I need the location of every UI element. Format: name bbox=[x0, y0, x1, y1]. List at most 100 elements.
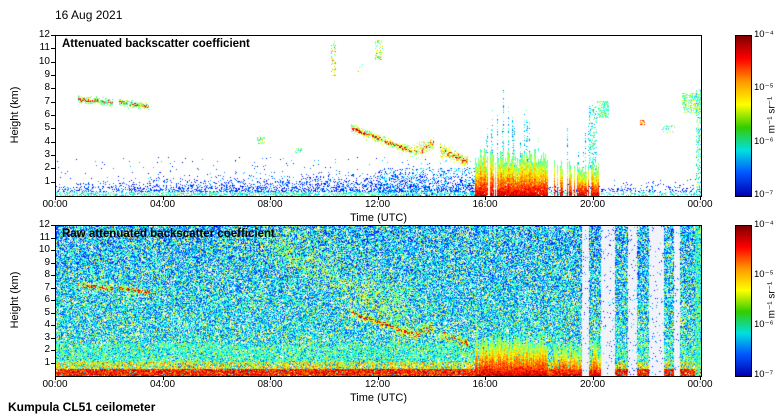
x-tick-mark bbox=[377, 196, 379, 200]
x-tick-mark bbox=[700, 196, 701, 200]
bottom-y-axis-label: Height (km) bbox=[9, 271, 21, 329]
y-tick-label: 4 bbox=[44, 319, 50, 330]
y-tick-label: 11 bbox=[39, 231, 50, 243]
x-tick-label: 00:00 bbox=[687, 379, 713, 390]
y-tick-mark bbox=[51, 181, 55, 183]
x-tick-mark bbox=[700, 376, 701, 380]
x-tick-mark bbox=[270, 196, 271, 200]
y-tick-label: 7 bbox=[44, 95, 50, 107]
x-tick-mark bbox=[485, 196, 486, 200]
colorbar-tick-label: 10⁻⁶ bbox=[754, 135, 774, 147]
y-tick-mark bbox=[51, 237, 55, 239]
x-tick-label: 20:00 bbox=[579, 199, 606, 210]
bottom-x-axis-label: Time (UTC) bbox=[349, 392, 408, 404]
y-tick-mark bbox=[51, 115, 55, 116]
y-tick-mark bbox=[51, 128, 55, 130]
y-tick-label: 12 bbox=[38, 29, 50, 40]
y-tick-label: 7 bbox=[44, 281, 50, 293]
y-tick-mark bbox=[51, 88, 55, 90]
y-tick-label: 12 bbox=[38, 219, 50, 230]
colorbar-tick-label: 10⁻⁴ bbox=[754, 29, 774, 40]
y-tick-mark bbox=[51, 225, 55, 226]
y-tick-mark bbox=[51, 35, 55, 36]
y-tick-label: 1 bbox=[44, 175, 50, 187]
y-tick-label: 6 bbox=[44, 109, 50, 120]
x-tick-label: 04:00 bbox=[149, 199, 176, 210]
colorbar-tick-label: 10⁻⁷ bbox=[754, 189, 774, 200]
y-tick-mark bbox=[51, 350, 55, 351]
top-y-axis-label: Height (km) bbox=[9, 86, 21, 144]
x-tick-label: 04:00 bbox=[149, 379, 176, 390]
bottom-panel-title: Raw attenuated backscatter coefficient bbox=[62, 228, 275, 240]
y-tick-label: 10 bbox=[38, 55, 50, 67]
x-tick-mark bbox=[162, 196, 164, 200]
colorbar-tick-label: 10⁻⁵ bbox=[754, 269, 774, 280]
x-tick-label: 08:00 bbox=[257, 379, 283, 390]
y-tick-mark bbox=[51, 75, 55, 76]
x-tick-mark bbox=[485, 376, 486, 380]
y-tick-label: 10 bbox=[38, 244, 50, 255]
y-tick-mark bbox=[51, 262, 55, 264]
x-tick-mark bbox=[162, 376, 164, 380]
x-tick-label: 16:00 bbox=[472, 379, 498, 390]
top-colorbar bbox=[735, 35, 752, 197]
y-tick-label: 6 bbox=[44, 294, 50, 305]
y-tick-label: 11 bbox=[39, 42, 50, 54]
y-tick-label: 4 bbox=[44, 135, 50, 147]
y-tick-mark bbox=[51, 275, 55, 276]
x-tick-mark bbox=[55, 196, 56, 200]
colorbar-tick-label: 10⁻⁴ bbox=[754, 219, 774, 230]
x-tick-mark bbox=[592, 376, 594, 380]
x-tick-mark bbox=[377, 376, 379, 380]
y-tick-label: 8 bbox=[44, 269, 50, 280]
y-tick-mark bbox=[51, 250, 55, 251]
top-panel-title: Attenuated backscatter coefficient bbox=[62, 38, 250, 50]
x-tick-label: 16:00 bbox=[472, 199, 498, 210]
y-tick-label: 9 bbox=[44, 69, 50, 80]
instrument-label: Kumpula CL51 ceilometer bbox=[8, 400, 156, 414]
bottom-heatmap-canvas bbox=[56, 226, 701, 376]
colorbar-tick-label: 10⁻⁶ bbox=[754, 319, 774, 330]
y-tick-label: 2 bbox=[44, 162, 50, 174]
bottom-panel: Raw attenuated backscatter coefficient bbox=[55, 225, 702, 377]
y-tick-mark bbox=[51, 141, 55, 143]
x-tick-label: 08:00 bbox=[257, 199, 283, 210]
date-label: 16 Aug 2021 bbox=[55, 8, 123, 22]
bottom-colorbar-unit-label: m⁻¹ sr⁻¹ bbox=[766, 281, 778, 319]
x-tick-mark bbox=[55, 376, 56, 380]
y-tick-mark bbox=[51, 337, 55, 339]
y-tick-label: 8 bbox=[44, 82, 50, 94]
y-tick-mark bbox=[51, 287, 55, 289]
y-tick-label: 1 bbox=[44, 356, 50, 368]
top-x-axis-label: Time (UTC) bbox=[349, 212, 408, 224]
y-tick-mark bbox=[51, 155, 55, 156]
x-tick-label: 00:00 bbox=[42, 199, 68, 210]
y-tick-label: 5 bbox=[44, 306, 50, 318]
x-tick-label: 12:00 bbox=[364, 379, 391, 390]
y-tick-mark bbox=[51, 325, 55, 326]
y-tick-mark bbox=[51, 362, 55, 364]
x-tick-mark bbox=[270, 376, 271, 380]
y-tick-mark bbox=[51, 61, 55, 63]
y-tick-mark bbox=[51, 300, 55, 301]
colorbar-tick-label: 10⁻⁷ bbox=[754, 369, 774, 380]
bottom-colorbar bbox=[735, 225, 752, 377]
y-tick-mark bbox=[51, 101, 55, 103]
y-tick-mark bbox=[51, 168, 55, 170]
y-tick-mark bbox=[51, 312, 55, 314]
y-tick-label: 3 bbox=[44, 149, 50, 160]
x-tick-label: 12:00 bbox=[364, 199, 391, 210]
y-tick-label: 2 bbox=[44, 344, 50, 355]
top-heatmap-canvas bbox=[56, 36, 701, 196]
top-panel: Attenuated backscatter coefficient bbox=[55, 35, 702, 197]
top-colorbar-unit-label: m⁻¹ sr⁻¹ bbox=[766, 96, 778, 134]
y-tick-mark bbox=[51, 48, 55, 50]
x-tick-label: 00:00 bbox=[42, 379, 68, 390]
x-tick-label: 00:00 bbox=[687, 199, 713, 210]
y-tick-label: 9 bbox=[44, 256, 50, 268]
colorbar-tick-label: 10⁻⁵ bbox=[754, 82, 774, 94]
x-tick-mark bbox=[592, 196, 594, 200]
y-tick-label: 5 bbox=[44, 122, 50, 134]
x-tick-label: 20:00 bbox=[579, 379, 606, 390]
